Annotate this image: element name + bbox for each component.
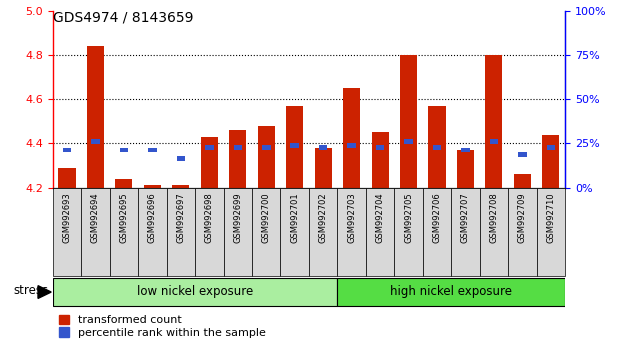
Text: GSM992703: GSM992703 — [347, 192, 356, 243]
Bar — [428, 106, 446, 188]
Text: GSM992695: GSM992695 — [119, 192, 129, 243]
Bar — [252, 188, 281, 276]
Bar — [319, 145, 327, 150]
Bar — [116, 179, 132, 188]
Bar — [205, 145, 214, 150]
Bar — [138, 188, 166, 276]
Text: GSM992699: GSM992699 — [233, 192, 242, 243]
Bar — [404, 139, 413, 144]
Bar — [486, 55, 502, 188]
Bar — [461, 148, 469, 153]
Text: GSM992696: GSM992696 — [148, 192, 157, 243]
Bar — [148, 148, 156, 153]
Bar — [53, 278, 337, 306]
Bar — [166, 188, 195, 276]
Bar — [315, 148, 332, 188]
Bar — [490, 139, 498, 144]
Bar — [81, 188, 110, 276]
Bar — [433, 145, 442, 150]
Bar — [258, 126, 274, 188]
Text: GDS4974 / 8143659: GDS4974 / 8143659 — [53, 11, 193, 25]
Bar — [58, 168, 76, 188]
Bar — [508, 188, 537, 276]
Bar — [201, 137, 218, 188]
Text: GSM992705: GSM992705 — [404, 192, 413, 243]
Bar — [224, 188, 252, 276]
Bar — [366, 188, 394, 276]
Bar — [337, 188, 366, 276]
Text: GSM992697: GSM992697 — [176, 192, 185, 243]
Text: GSM992704: GSM992704 — [376, 192, 384, 243]
Bar — [394, 188, 423, 276]
Text: GSM992694: GSM992694 — [91, 192, 100, 243]
Bar — [144, 185, 161, 188]
Bar — [514, 175, 531, 188]
Bar — [400, 55, 417, 188]
Bar — [262, 145, 271, 150]
Bar — [343, 88, 360, 188]
Bar — [480, 188, 508, 276]
Text: GSM992698: GSM992698 — [205, 192, 214, 243]
Text: GSM992709: GSM992709 — [518, 192, 527, 243]
Text: GSM992693: GSM992693 — [63, 192, 71, 243]
Bar — [457, 150, 474, 188]
Bar — [176, 156, 185, 161]
Text: GSM992702: GSM992702 — [319, 192, 328, 243]
Polygon shape — [38, 286, 51, 298]
Bar — [110, 188, 138, 276]
Bar — [291, 143, 299, 148]
Bar — [63, 148, 71, 153]
Legend: transformed count, percentile rank within the sample: transformed count, percentile rank withi… — [58, 314, 267, 339]
Bar — [542, 135, 560, 188]
Bar — [233, 145, 242, 150]
Bar — [120, 148, 128, 153]
Bar — [281, 188, 309, 276]
Bar — [518, 152, 527, 157]
Bar — [173, 185, 189, 188]
Bar — [309, 188, 337, 276]
Text: GSM992701: GSM992701 — [290, 192, 299, 243]
Bar — [537, 188, 565, 276]
Bar — [376, 145, 384, 150]
Text: stress: stress — [13, 284, 48, 297]
Bar — [53, 188, 81, 276]
Bar — [229, 130, 247, 188]
Bar — [423, 188, 451, 276]
Text: GSM992700: GSM992700 — [262, 192, 271, 243]
Bar — [286, 106, 303, 188]
Bar — [371, 132, 389, 188]
Bar — [195, 188, 224, 276]
Bar — [451, 188, 480, 276]
Text: GSM992707: GSM992707 — [461, 192, 470, 243]
Text: high nickel exposure: high nickel exposure — [390, 285, 512, 298]
Bar — [546, 145, 555, 150]
Bar — [337, 278, 565, 306]
Text: low nickel exposure: low nickel exposure — [137, 285, 253, 298]
Text: GSM992710: GSM992710 — [546, 192, 555, 243]
Bar — [347, 143, 356, 148]
Text: GSM992706: GSM992706 — [433, 192, 442, 243]
Text: GSM992708: GSM992708 — [489, 192, 499, 243]
Bar — [91, 139, 100, 144]
Bar — [87, 46, 104, 188]
